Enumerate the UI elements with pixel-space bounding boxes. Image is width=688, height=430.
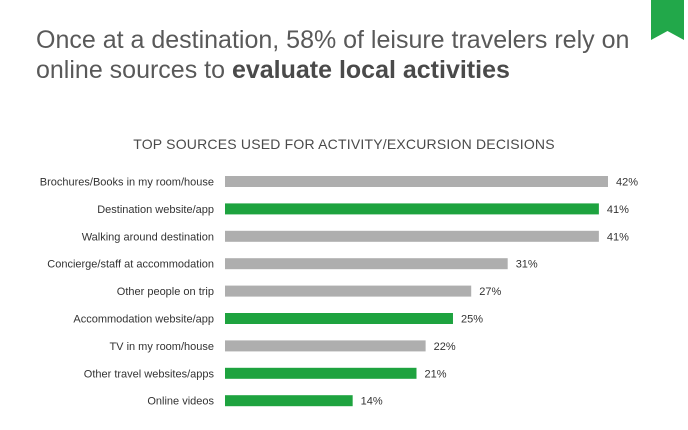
headline: Once at a destination, 58% of leisure tr…: [36, 25, 646, 85]
bar: [225, 258, 508, 270]
value-label: 31%: [516, 259, 538, 271]
bar: [225, 230, 599, 242]
bar: [225, 367, 417, 379]
value-label: 25%: [461, 314, 483, 326]
category-label: TV in my room/house: [109, 341, 214, 353]
headline-line2-bold: evaluate local activities: [231, 56, 510, 84]
value-label: 21%: [425, 368, 447, 380]
headline-line1: Once at a destination, 58% of leisure tr…: [36, 26, 630, 54]
category-label: Other travel websites/apps: [84, 368, 215, 380]
category-label: Concierge/staff at accommodation: [47, 259, 214, 271]
category-label: Walking around destination: [82, 231, 214, 243]
category-label: Accommodation website/app: [73, 314, 214, 326]
headline-line2-prefix: online sources to: [36, 56, 232, 84]
category-label: Online videos: [147, 396, 214, 408]
value-label: 41%: [607, 231, 629, 243]
bar: [225, 203, 599, 215]
value-label: 14%: [361, 396, 383, 408]
bar: [225, 313, 453, 324]
value-label: 22%: [434, 341, 456, 353]
bar: [225, 176, 608, 187]
category-label: Brochures/Books in my room/house: [40, 177, 214, 189]
category-label: Destination website/app: [97, 204, 214, 216]
bookmark-ribbon-icon: [651, 0, 684, 40]
bar: [225, 395, 353, 407]
bar: [225, 285, 472, 297]
value-label: 27%: [479, 286, 501, 298]
bar: [225, 340, 426, 352]
chart-title: TOP SOURCES USED FOR ACTIVITY/EXCURSION …: [133, 136, 555, 152]
category-label: Other people on trip: [117, 286, 214, 298]
value-label: 41%: [607, 204, 629, 216]
value-label: 42%: [616, 177, 638, 189]
